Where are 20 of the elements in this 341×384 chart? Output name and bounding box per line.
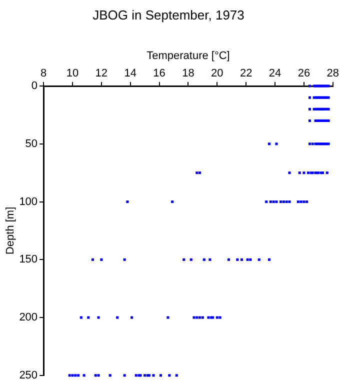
x-tick-label: 12 [95,67,108,80]
x-tick-label: 18 [182,67,194,80]
x-tick-label: 26 [298,67,310,80]
y-tick-label: 150 [19,254,38,266]
y-tick-label: 100 [19,196,38,208]
chart-title: JBOG in September, 1973 [92,7,244,22]
y-tick-label: 50 [25,138,38,150]
y-axis-title: Depth [m] [4,206,17,255]
x-tick-label: 22 [240,67,252,80]
x-tick-label: 10 [66,67,79,80]
x-tick-label: 24 [268,67,282,80]
y-tick-label: 200 [19,312,38,324]
y-tick-label: 0 [31,80,38,92]
x-tick-label: 28 [326,67,340,80]
x-tick-label: 16 [153,67,166,80]
x-tick-label: 8 [40,67,47,80]
x-tick-label: 14 [124,67,136,80]
y-tick-label: 250 [19,369,38,382]
x-tick-label: 20 [211,67,224,80]
x-axis-title: Temperature [°C] [146,50,230,62]
